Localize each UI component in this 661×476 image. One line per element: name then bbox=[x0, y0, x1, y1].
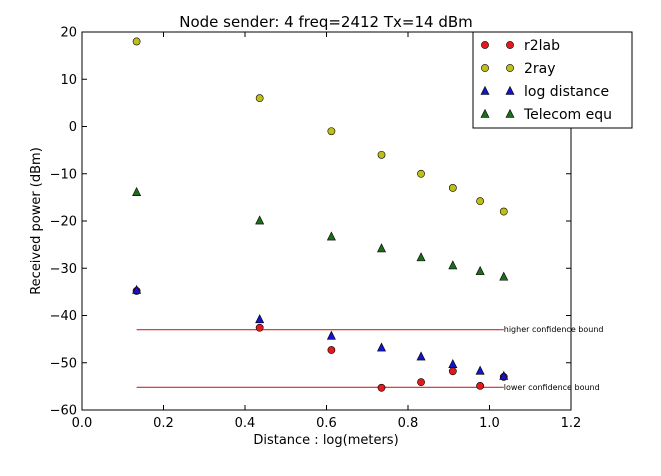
y-tick-label: −50 bbox=[50, 356, 77, 371]
x-tick-label: 0.2 bbox=[153, 416, 174, 431]
data-point bbox=[499, 370, 509, 380]
data-point bbox=[255, 314, 265, 324]
y-tick-label: −60 bbox=[50, 404, 77, 419]
data-point bbox=[475, 365, 485, 375]
data-point bbox=[475, 265, 485, 275]
data-point bbox=[476, 197, 485, 206]
y-tick-label: 20 bbox=[60, 26, 77, 41]
chart-title: Node sender: 4 freq=2412 Tx=14 dBm bbox=[179, 13, 473, 31]
data-point bbox=[327, 127, 336, 136]
data-point bbox=[448, 367, 457, 376]
y-tick-label: −40 bbox=[50, 309, 77, 324]
confidence-bounds: higher confidence bound lower confidence … bbox=[136, 325, 604, 392]
legend-box bbox=[472, 31, 633, 129]
legend-label: r2lab bbox=[524, 38, 560, 54]
data-point bbox=[448, 358, 458, 368]
legend-marker bbox=[480, 85, 490, 95]
y-axis-label: Received power (dBm) bbox=[29, 147, 44, 295]
x-tick-label: 0.6 bbox=[316, 416, 337, 431]
y-tick-label: −10 bbox=[50, 167, 77, 182]
data-point bbox=[132, 284, 142, 294]
confidence-bound-label: lower confidence bound bbox=[504, 383, 600, 392]
y-tick-label: 10 bbox=[60, 73, 77, 88]
plot-area: 0.0 0.2 0.4 0.6 0.8 1.0 1.2 −60 −50 −40 −30 −20 −10 0… bbox=[50, 26, 582, 432]
series-log-distance bbox=[132, 284, 509, 380]
x-tick-label: 0.8 bbox=[398, 416, 419, 431]
data-point bbox=[377, 150, 386, 159]
data-point bbox=[448, 260, 458, 270]
data-point bbox=[448, 184, 457, 192]
data-point bbox=[326, 330, 336, 340]
y-tick-label: −30 bbox=[50, 262, 77, 277]
x-tick-label: 1.2 bbox=[561, 416, 582, 431]
x-axis-label: Distance : log(meters) bbox=[253, 433, 398, 448]
legend-marker bbox=[481, 64, 489, 72]
data-point bbox=[476, 382, 485, 390]
data-point bbox=[255, 323, 264, 332]
data-point bbox=[499, 207, 508, 216]
data-point bbox=[499, 271, 509, 281]
data-point bbox=[132, 187, 142, 196]
legend-marker bbox=[505, 85, 515, 95]
x-tick-label: 0.0 bbox=[72, 416, 93, 431]
legend-label: 2ray bbox=[524, 61, 556, 77]
legend: r2lab 2ray log distance Telecom equ bbox=[472, 31, 633, 129]
y-tick-label: 0 bbox=[69, 120, 77, 135]
data-point bbox=[417, 378, 425, 387]
data-series bbox=[132, 37, 509, 392]
y-tick-label: −20 bbox=[50, 215, 77, 230]
x-tick-label: 0.4 bbox=[235, 416, 256, 431]
data-point bbox=[377, 342, 386, 352]
series-2ray bbox=[132, 37, 508, 216]
x-tick-label: 1.0 bbox=[479, 416, 500, 431]
data-point bbox=[377, 383, 386, 392]
data-point bbox=[416, 252, 426, 262]
data-point bbox=[416, 351, 426, 361]
data-point bbox=[377, 243, 386, 253]
data-point bbox=[326, 231, 336, 241]
data-point bbox=[417, 169, 425, 178]
legend-marker bbox=[506, 64, 514, 72]
data-point bbox=[327, 346, 336, 354]
legend-marker bbox=[505, 108, 515, 118]
data-point bbox=[132, 37, 141, 46]
legend-label: Telecom equ bbox=[523, 107, 612, 123]
series-telecom-equ bbox=[132, 187, 509, 281]
legend-marker bbox=[480, 108, 490, 118]
legend-marker bbox=[506, 41, 514, 49]
legend-marker bbox=[481, 41, 489, 49]
data-point bbox=[255, 94, 264, 103]
data-point bbox=[255, 215, 265, 225]
confidence-bound-label: higher confidence bound bbox=[504, 325, 604, 334]
legend-label: log distance bbox=[524, 84, 609, 100]
